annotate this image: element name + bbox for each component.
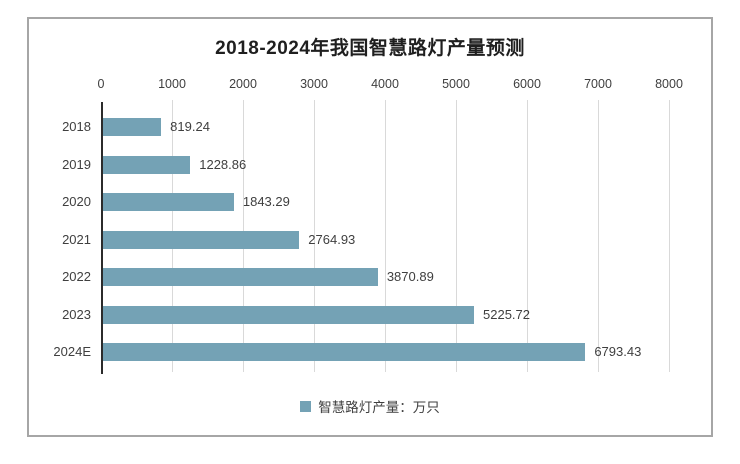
x-axis-tick-label: 7000 — [584, 77, 612, 91]
x-axis-tick-label: 2000 — [229, 77, 257, 91]
gridline — [527, 100, 528, 372]
x-axis-tick-label: 5000 — [442, 77, 470, 91]
category-label: 2020 — [62, 194, 91, 209]
bar-2018 — [103, 118, 162, 136]
gridline — [669, 100, 670, 372]
gridline — [385, 100, 386, 372]
bar-2021 — [103, 230, 300, 249]
value-label: 6793.43 — [594, 344, 642, 359]
value-label: 1843.29 — [242, 194, 290, 209]
x-axis-tick-label: 6000 — [513, 77, 541, 91]
gridline — [314, 100, 315, 372]
chart-title: 2018-2024年我国智慧路灯产量预测 — [215, 38, 525, 59]
category-label: 2018 — [62, 119, 91, 134]
category-label: 2021 — [62, 231, 91, 247]
x-axis-tick-label: 4000 — [371, 77, 399, 91]
y-axis-line — [101, 102, 103, 374]
value-label: 1228.86 — [199, 156, 247, 172]
gridline — [598, 100, 599, 372]
legend: 智慧路灯产量：万只 — [29, 398, 711, 415]
legend-label: 智慧路灯产量：万只 — [318, 400, 440, 415]
value-label: 5225.72 — [483, 306, 531, 322]
category-label: 2024E — [53, 344, 91, 359]
category-label: 2023 — [62, 306, 91, 322]
category-label: 2022 — [62, 269, 91, 284]
bar-2019 — [103, 155, 191, 174]
gridline — [456, 100, 457, 372]
chart-frame: 2018-2024年我国智慧路灯产量预测 智慧路灯产量：万只 0 1000 2000… — [27, 17, 713, 437]
bar-2020 — [103, 193, 234, 211]
value-label: 819.24 — [170, 119, 210, 134]
x-axis-tick-label: 8000 — [655, 77, 683, 91]
bar-2023 — [103, 305, 475, 324]
category-label: 2019 — [62, 156, 91, 172]
x-axis-tick-label: 1000 — [158, 77, 186, 91]
x-axis-tick-label: 0 — [97, 77, 105, 91]
bar-2022 — [103, 268, 378, 286]
value-label: 2764.93 — [308, 231, 356, 247]
value-label: 3870.89 — [386, 269, 434, 284]
legend-swatch-icon — [300, 400, 312, 412]
x-axis-tick-label: 3000 — [300, 77, 328, 91]
bar-2024E — [103, 343, 586, 361]
